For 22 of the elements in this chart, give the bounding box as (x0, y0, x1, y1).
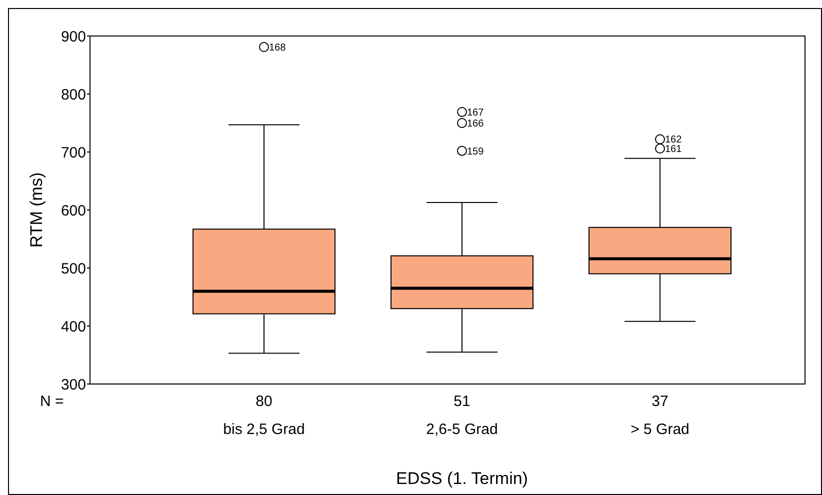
x-tick-label: 2,6-5 Grad (426, 421, 498, 438)
x-axis-title: EDSS (1. Termin) (396, 469, 528, 488)
y-tick-label: 400 (60, 318, 86, 336)
annotation: 168 (269, 42, 286, 54)
text: N = (40, 393, 64, 410)
text: 37 (652, 393, 668, 410)
y-axis-title: RTM (ms) (27, 172, 46, 248)
y-tick-label: 900 (60, 28, 86, 46)
y-tick-label: 800 (60, 86, 86, 104)
annotation: 161 (665, 144, 682, 156)
x-tick-label: > 5 Grad (630, 421, 690, 438)
text: 51 (454, 393, 470, 410)
annotation: 159 (467, 146, 484, 158)
x-tick-label: bis 2,5 Grad (223, 421, 305, 438)
y-tick-label: 600 (60, 202, 86, 220)
y-tick-label: 300 (60, 376, 86, 394)
annotation: 166 (467, 118, 484, 130)
annotation: 167 (467, 107, 484, 118)
y-tick-label: 700 (60, 144, 86, 162)
annotation: 162 (665, 134, 682, 146)
y-tick-label: 500 (60, 260, 86, 278)
text: 80 (256, 393, 272, 410)
